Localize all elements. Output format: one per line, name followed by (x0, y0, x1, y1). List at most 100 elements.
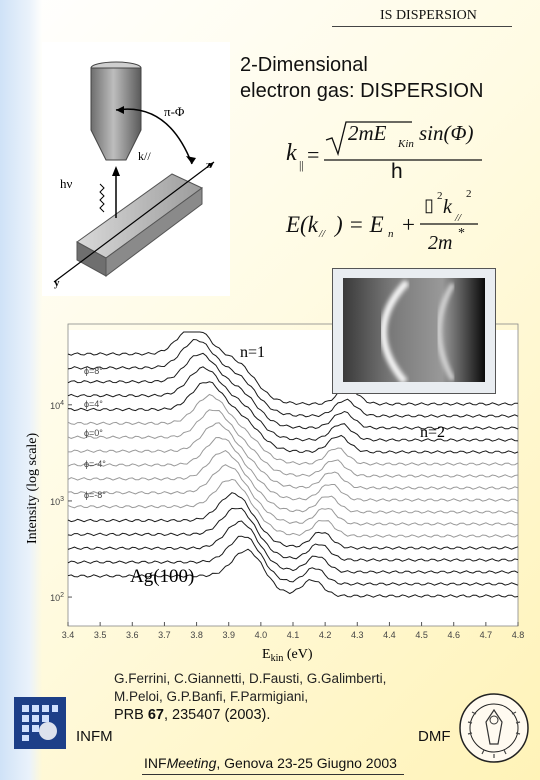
y-tick-label: 103 (50, 496, 64, 507)
spectrum-curve (68, 422, 519, 490)
peak-label-n1: n=1 (240, 344, 265, 361)
angle-labels: ϕ=8° ϕ=4° ϕ=0° ϕ=-4° ϕ=-8° (84, 366, 106, 500)
footer-meeting: INFMeeting, Genova 23-25 Giugno 2003 (144, 755, 397, 771)
references: G.Ferrini, C.Giannetti, D.Fausti, G.Gali… (114, 670, 386, 724)
y-axis-ticks: 104 103 102 (50, 400, 72, 603)
formula2-plus: + (402, 212, 415, 237)
spectrum-curve (67, 450, 519, 514)
header-underline (332, 26, 512, 27)
spectrum-curve (67, 381, 519, 454)
formula1-radicand-sub: Kin (398, 138, 414, 150)
x-tick-label: 3.5 (94, 630, 107, 640)
formula2-lhs-close: ) = E (335, 212, 384, 237)
k-parallel-label: k// (138, 149, 151, 163)
angle-label: ϕ=8° (84, 366, 103, 376)
spectrum-curve (67, 436, 519, 502)
y-z-axis (53, 161, 215, 283)
dmf-label: DMF (418, 728, 451, 745)
x-tick-label: 3.4 (62, 630, 75, 640)
spectrum-curve (67, 393, 519, 466)
slide-title: 2-Dimensional electron gas: DISPERSION (240, 52, 483, 104)
x-axis-title: Ekin (eV) (262, 647, 313, 664)
formula2-k: k (443, 196, 452, 218)
formula2-box: ▯ (424, 195, 434, 215)
analyzer-cylinder (90, 61, 142, 161)
x-tick-label: 4.3 (351, 630, 364, 640)
footer-underline (142, 774, 404, 775)
angle-label: ϕ=4° (84, 399, 103, 409)
formula1-lhs: k (286, 140, 297, 166)
angle-label: ϕ=-4° (84, 459, 106, 469)
spectrum-curve (67, 409, 519, 478)
left-gradient-band (0, 0, 42, 780)
spectrum-curve (67, 338, 519, 418)
y-tick-label: 104 (50, 400, 64, 411)
formula2-lhs-sub: // (319, 228, 326, 240)
spectrum-curve (67, 478, 519, 538)
geometry-diagram: π-Φ k// z hν y (42, 42, 230, 296)
y-axis-title: Intensity (log scale) (25, 432, 40, 544)
peak-label-n2: n=2 (420, 424, 445, 441)
authors-line-1: G.Ferrini, C.Giannetti, D.Fausti, G.Gali… (114, 671, 387, 686)
formula2-k-sub: // (455, 212, 462, 224)
spectra-chart-svg: 3.4 3.5 3.6 3.7 3.8 3.9 4.0 4.1 4.2 4.3 4.4 4.5 4.6 4… (25, 323, 525, 664)
y-axis-label: y (54, 277, 60, 289)
x-tick-label: 4.0 (255, 630, 268, 640)
spectrum-curve (67, 535, 519, 586)
spectrum-curve (67, 366, 519, 442)
x-tick-label: 4.4 (383, 630, 396, 640)
formula2-lhs: E(k (286, 212, 318, 237)
photon-wave (99, 183, 105, 213)
infm-label: INFM (76, 728, 113, 745)
x-axis-ticks: 3.4 3.5 3.6 3.7 3.8 3.9 4.0 4.1 4.2 4.3 4.4 4.5 4.6 4… (62, 622, 525, 640)
formula1-equals: = (307, 142, 320, 167)
y-tick-label: 102 (50, 592, 64, 603)
spectrum-curve (67, 352, 519, 430)
sample-label: Ag(100) (130, 566, 194, 587)
spectrum-curve (67, 520, 519, 574)
spectra-chart: 3.4 3.5 3.6 3.7 3.8 3.9 4.0 4.1 4.2 4.3 4.4 4.5 4.6 4… (0, 310, 540, 670)
x-tick-label: 3.9 (222, 630, 235, 640)
x-tick-label: 4.8 (512, 630, 525, 640)
dispersion-image (343, 278, 485, 382)
x-tick-label: 4.2 (319, 630, 332, 640)
x-tick-label: 4.7 (480, 630, 493, 640)
sample-slab-side (105, 187, 203, 277)
formula1-lhs-sub: || (299, 158, 304, 172)
angle-label: π-Φ (164, 104, 185, 119)
formula2-denominator: 2m (428, 232, 453, 254)
x-tick-label: 3.6 (126, 630, 139, 640)
title-line-1: 2-Dimensional (240, 54, 368, 76)
university-seal (458, 692, 530, 764)
spectrum-curve (67, 507, 519, 562)
x-tick-label: 4.1 (287, 630, 300, 640)
z-axis-label: z (206, 159, 211, 171)
x-tick-label: 4.6 (447, 630, 460, 640)
authors-line-2: M.Peloi, G.P.Banfi, F.Parmigiani, (114, 689, 309, 704)
formula2-fraction-bar (420, 223, 478, 225)
formula2-n-sub: n (388, 228, 394, 240)
formula1-radicand: 2mE (348, 121, 387, 145)
angle-label: ϕ=-8° (84, 490, 106, 500)
dispersion-image-inset (332, 268, 496, 394)
title-line-2: electron gas: DISPERSION (240, 80, 484, 102)
infm-logo (14, 697, 66, 749)
spectra-curves (67, 331, 519, 598)
angle-label: ϕ=0° (84, 428, 103, 438)
formula1-denominator: h (391, 160, 403, 183)
photon-label: hν (60, 176, 73, 191)
spectrum-curve (67, 331, 518, 406)
formula2-k-exp: 2 (466, 188, 472, 200)
formula1-sin: sin(Φ) (419, 121, 474, 145)
header-title: IS DISPERSION (380, 8, 477, 23)
x-tick-label: 3.8 (190, 630, 203, 640)
formula2-den-sup: * (458, 226, 465, 241)
spectrum-curve (67, 548, 519, 598)
x-tick-label: 3.7 (158, 630, 171, 640)
spectrum-curve (67, 464, 519, 526)
angle-arc (115, 108, 193, 165)
x-tick-label: 4.5 (415, 630, 428, 640)
spectrum-curve (67, 492, 519, 550)
journal-reference: PRB 67, 235407 (2003). (114, 707, 271, 723)
formula2-exp2: 2 (437, 190, 443, 202)
